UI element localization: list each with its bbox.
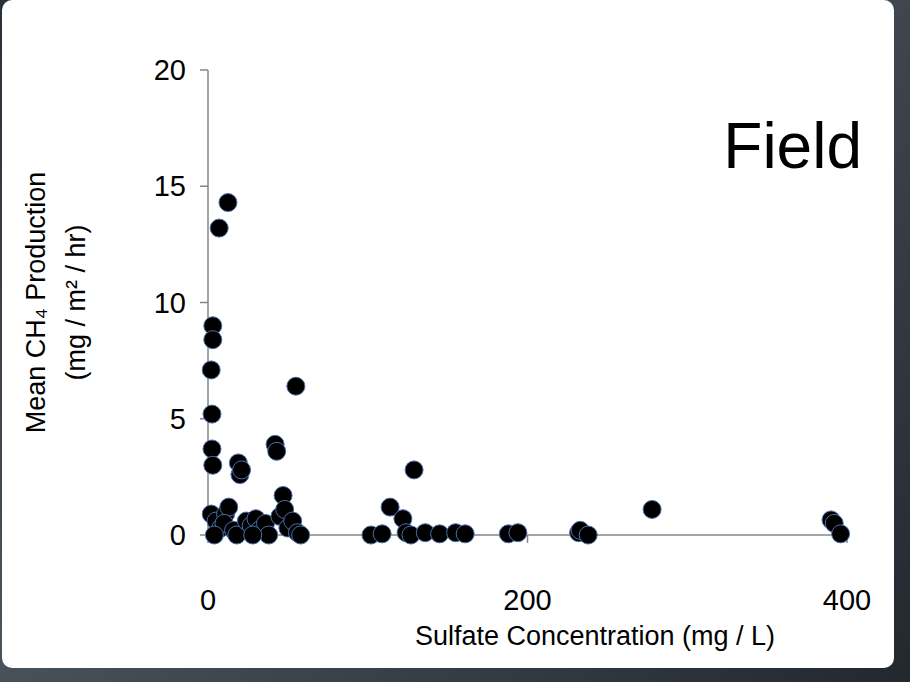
point (405, 461, 423, 479)
title: Field (723, 110, 862, 182)
point (204, 456, 222, 474)
point (832, 525, 850, 543)
y-tick-label: 20 (154, 54, 186, 86)
x-tick (527, 535, 529, 543)
y-tick (200, 69, 208, 71)
x-axis-title: Sulfate Concentration (mg / L) (415, 621, 775, 651)
x-tick-label: 400 (823, 584, 871, 616)
points (202, 194, 849, 544)
point (643, 500, 661, 518)
y-tick (200, 186, 208, 188)
point (260, 526, 278, 544)
point (579, 526, 597, 544)
panel (2, 0, 894, 668)
point (202, 361, 220, 379)
point (373, 525, 391, 543)
point (509, 524, 527, 542)
x-tick-label: 200 (503, 584, 551, 616)
point (205, 526, 223, 544)
point (268, 442, 286, 460)
point (204, 331, 222, 349)
point (219, 194, 237, 212)
point (203, 405, 221, 423)
point (287, 377, 305, 395)
y-axis-title: (mg / m² / hr) (61, 225, 91, 381)
y-axis-title: Mean CH₄ Production (21, 172, 51, 434)
y-tick-label: 0 (170, 519, 186, 551)
point (244, 526, 262, 544)
point (210, 219, 228, 237)
chart: Field051015200200400Sulfate Concentratio… (0, 0, 910, 682)
point (292, 526, 310, 544)
y-tick-label: 5 (170, 403, 186, 435)
y-tick (200, 302, 208, 304)
y-tick-label: 15 (154, 170, 186, 202)
point (220, 498, 238, 516)
point (203, 440, 221, 458)
point (456, 525, 474, 543)
point (233, 461, 251, 479)
x-tick-label: 0 (200, 584, 216, 616)
y-tick-label: 10 (154, 287, 186, 319)
point (431, 525, 449, 543)
